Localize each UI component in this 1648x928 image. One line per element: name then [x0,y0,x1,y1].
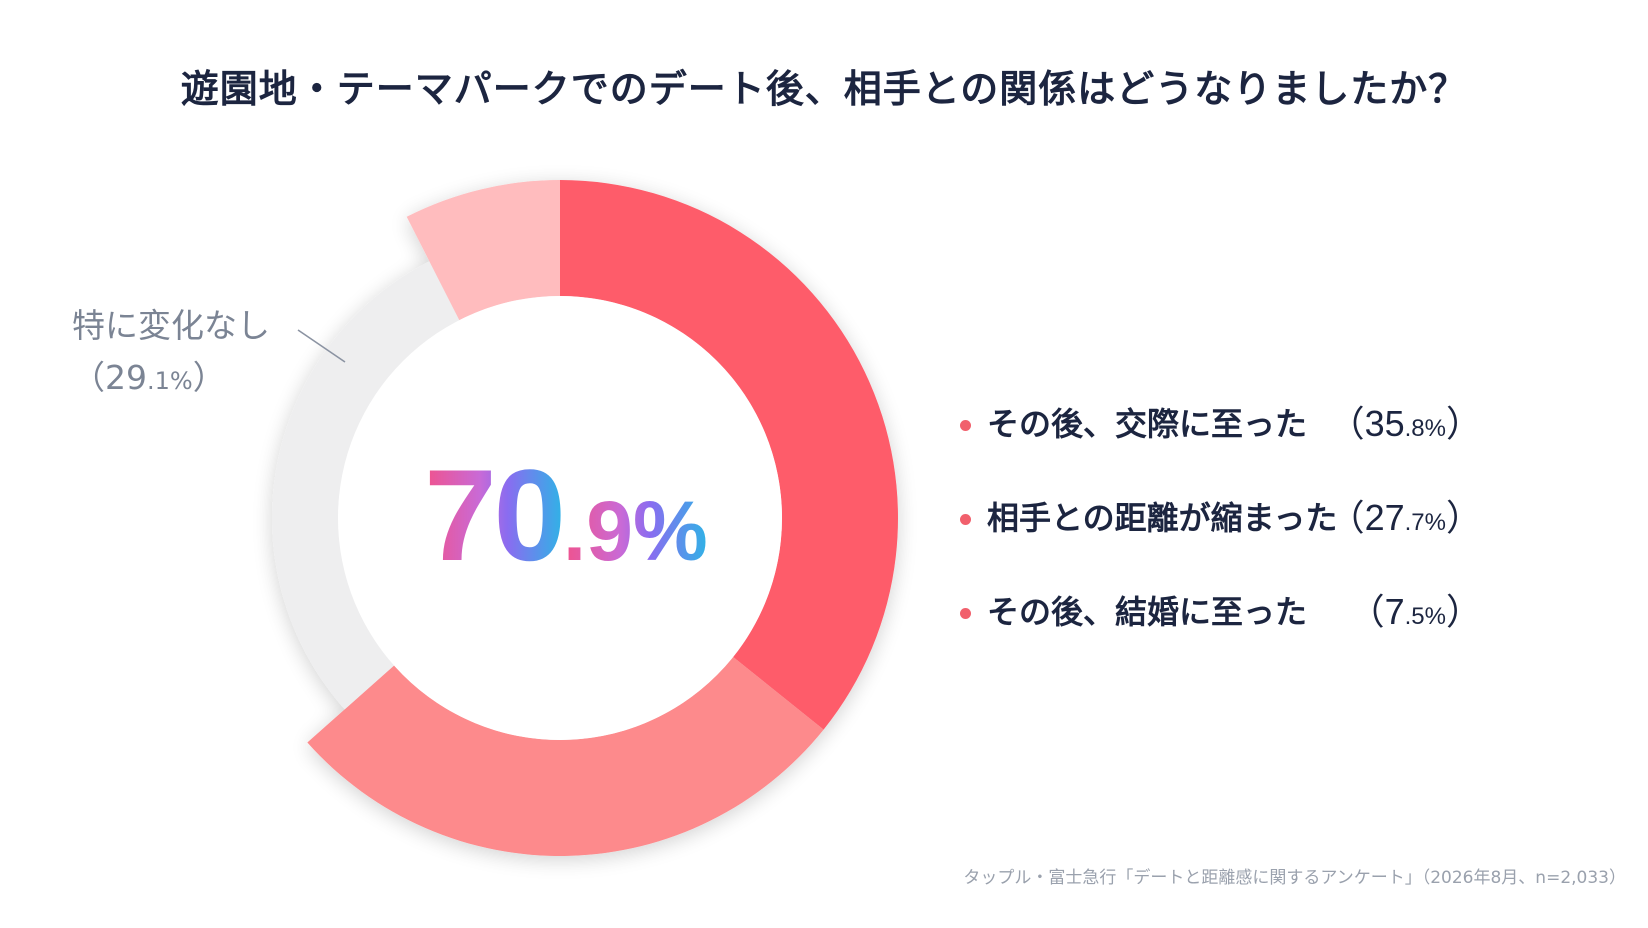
callout-value: （29.1%） [72,358,226,397]
legend-label: その後、結婚に至った [987,593,1308,631]
slice-closer [307,656,824,856]
legend-value: （27.7%） [1328,497,1482,538]
slice-dating [560,180,899,730]
center-total-value: 70.9% [356,450,776,580]
legend-item-dating: その後、交際に至った （35.8%） [960,392,1520,486]
donut-hole [338,296,782,740]
callout-leader-line [297,329,346,363]
legend-value: （7.5%） [1348,591,1482,632]
slice-no-change [271,261,460,710]
slice-married [406,180,560,321]
legend-dot [960,608,971,619]
callout-no-change: 特に変化なし （29.1%） [72,300,270,407]
legend-dot [960,514,971,525]
legend-label: その後、交際に至った [987,405,1308,443]
legend-value: （35.8%） [1328,403,1482,444]
legend-dot [960,420,971,431]
legend-item-married: その後、結婚に至った （7.5%） [960,580,1520,674]
legend: その後、交際に至った （35.8%） 相手との距離が縮まった （27.7%） そ… [960,392,1520,674]
page-title: 遊園地・テーマパークでのデート後、相手との関係はどうなりましたか？ [180,67,1468,111]
legend-item-closer: 相手との距離が縮まった （27.7%） [960,486,1520,580]
callout-label: 特に変化なし [72,306,270,345]
center-value-decimal: .9% [562,484,708,578]
legend-label: 相手との距離が縮まった [987,499,1338,537]
source-note: タップル・富士急行「デートと距離感に関するアンケート」（2026年8月、n=2,… [963,868,1626,888]
center-value-main: 70 [424,442,566,588]
